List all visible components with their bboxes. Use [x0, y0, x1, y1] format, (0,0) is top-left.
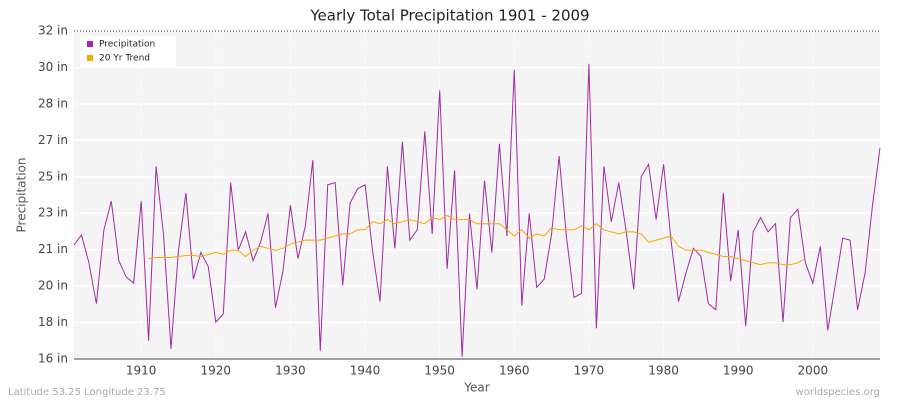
y-tick-label: 30 in: [38, 60, 68, 74]
legend-swatch: [87, 55, 93, 61]
footer-left: Latitude 53.25 Longitude 23.75: [8, 387, 166, 398]
y-tick-label: 28 in: [38, 96, 68, 110]
x-tick-label: 1980: [648, 364, 679, 378]
y-axis-label: Precipitation: [15, 157, 29, 232]
y-tick-label: 16 in: [38, 352, 68, 366]
y-tick-label: 27 in: [38, 133, 68, 147]
x-tick-label: 2000: [798, 364, 829, 378]
legend-label: Precipitation: [99, 40, 155, 50]
x-tick-label: 1970: [574, 364, 605, 378]
x-axis-label: Year: [463, 381, 489, 395]
legend-box: [80, 36, 176, 68]
x-tick-label: 1920: [201, 364, 232, 378]
x-tick-label: 1950: [424, 364, 455, 378]
y-tick-label: 20 in: [38, 279, 68, 293]
y-tick-label: 32 in: [38, 24, 68, 38]
x-tick-label: 1940: [350, 364, 381, 378]
legend-label: 20 Yr Trend: [99, 54, 150, 64]
series-line: [148, 214, 806, 266]
x-tick-label: 1960: [499, 364, 530, 378]
y-tick-label: 18 in: [38, 315, 68, 329]
y-tick-label: 25 in: [38, 169, 68, 183]
y-tick-label: 23 in: [38, 206, 68, 220]
legend-swatch: [87, 41, 93, 47]
x-tick-label: 1930: [275, 364, 306, 378]
footer-right: worldspecies.org: [796, 387, 880, 398]
chart-title: Yearly Total Precipitation 1901 - 2009: [309, 7, 589, 25]
y-tick-label: 21 in: [38, 242, 68, 256]
plot-area: [74, 31, 880, 359]
x-tick-label: 1990: [723, 364, 754, 378]
x-tick-label: 1910: [126, 364, 157, 378]
series-line: [73, 63, 881, 357]
